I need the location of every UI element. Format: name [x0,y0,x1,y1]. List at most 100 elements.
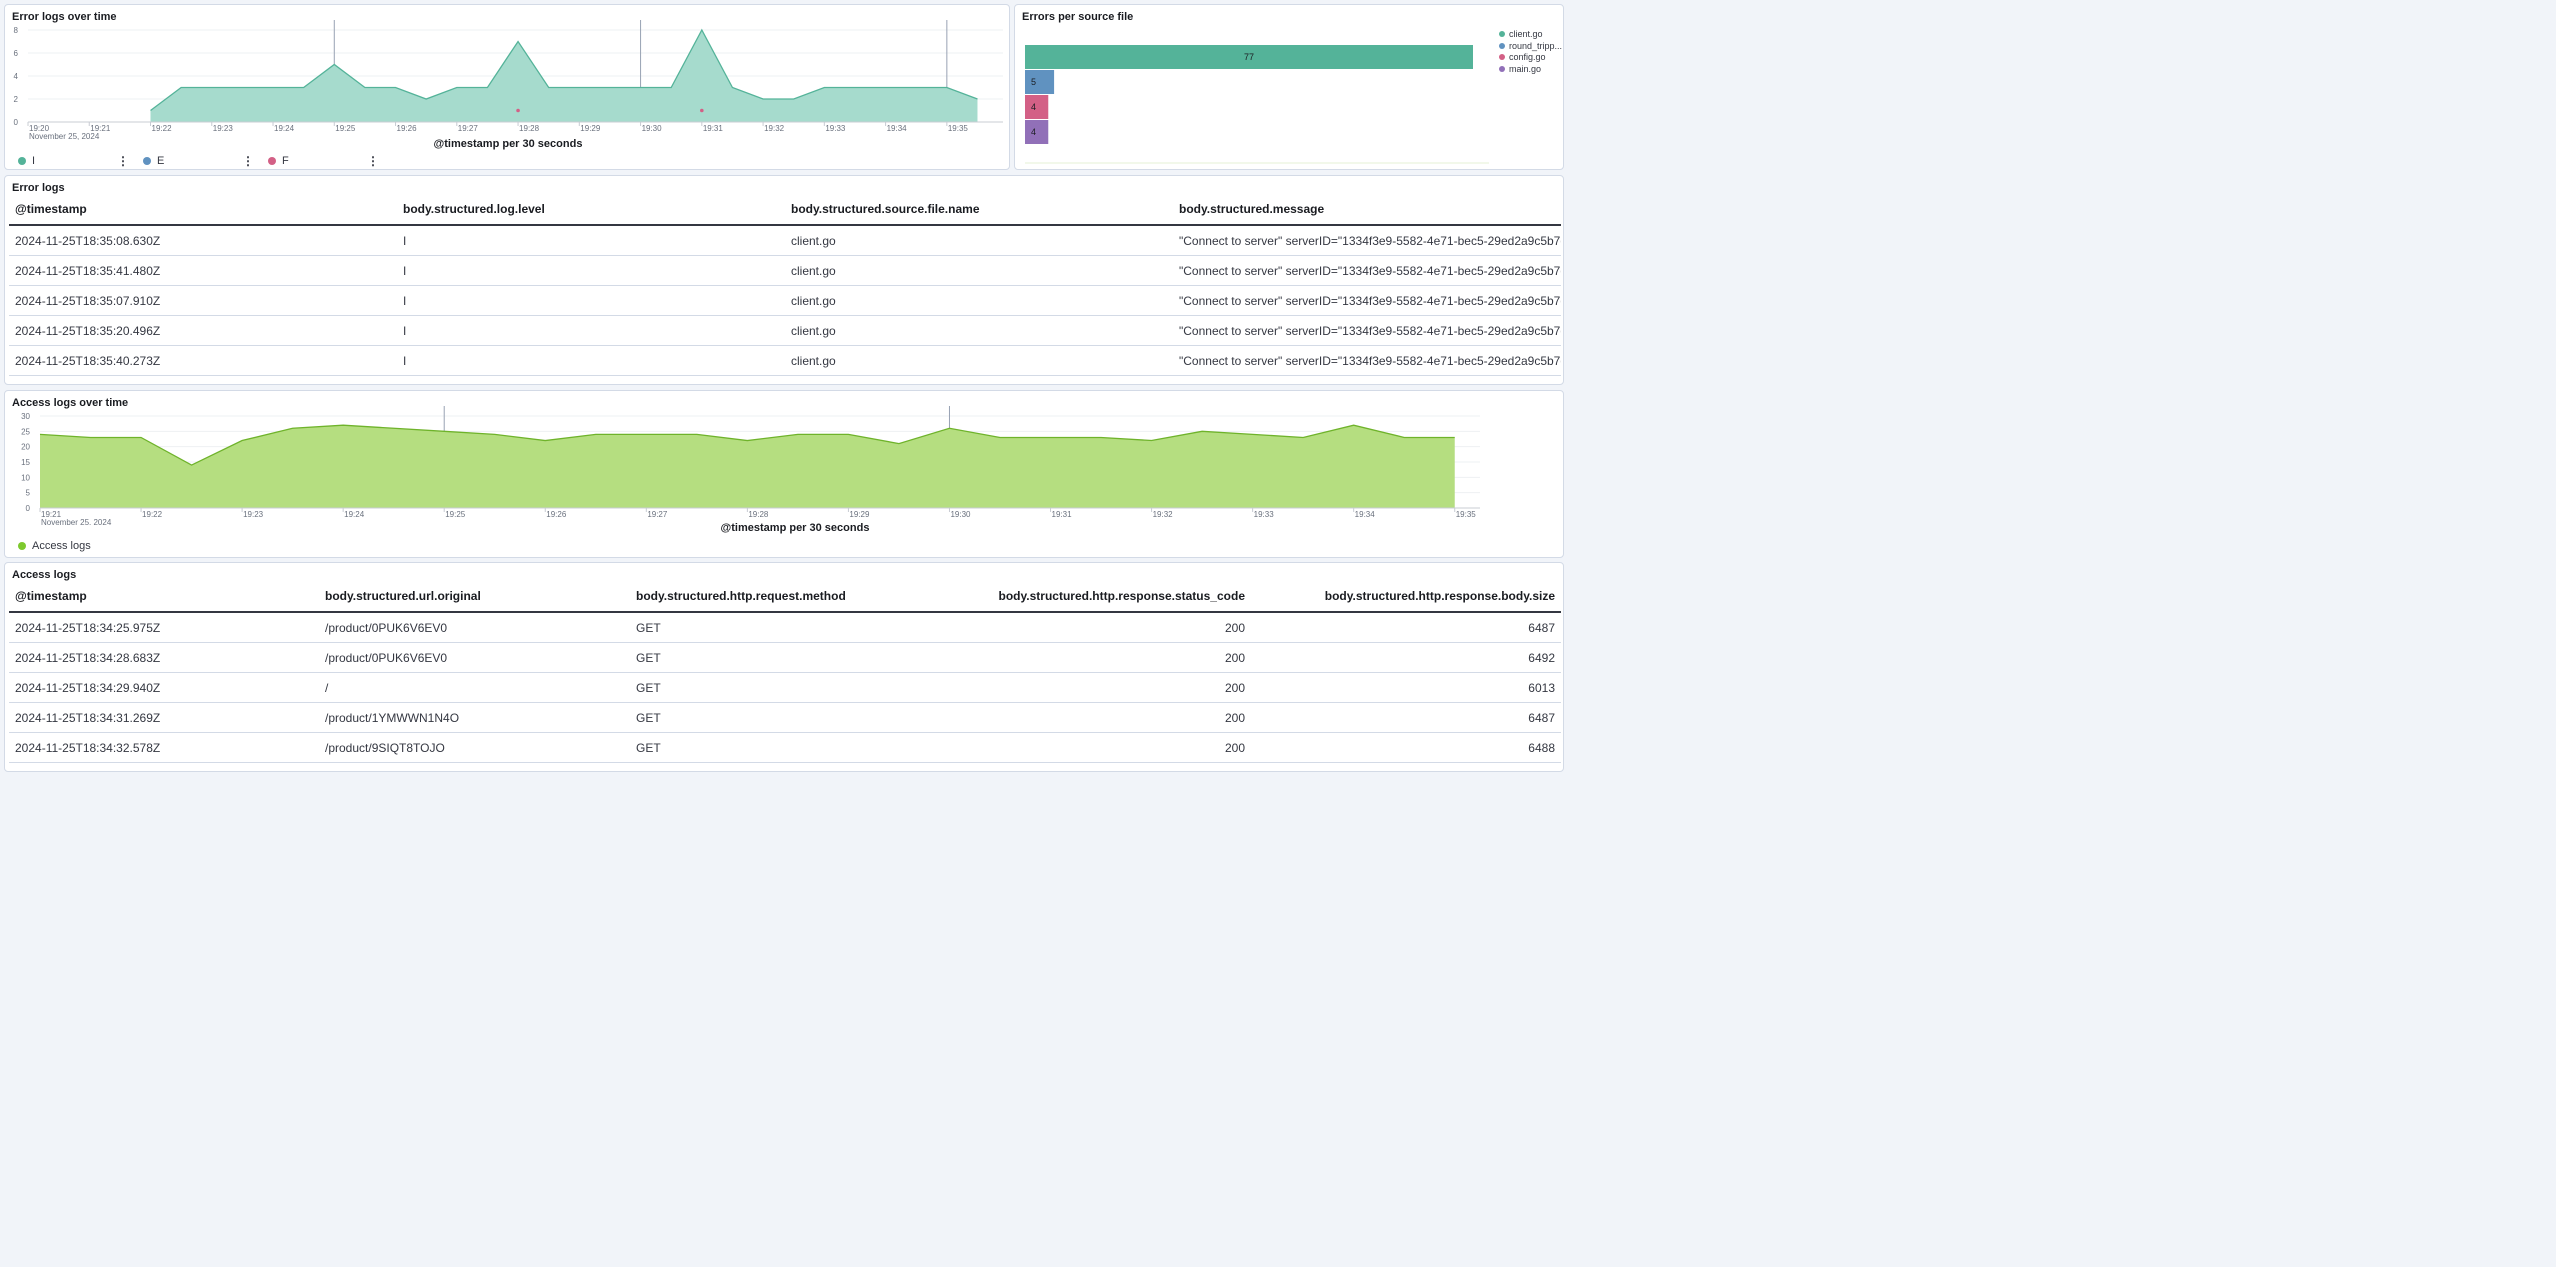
table-cell: /product/0PUK6V6EV0 [319,612,630,643]
table-cell: 2024-11-25T18:34:32.578Z [9,732,319,763]
table-cell: GET [630,732,940,763]
x-tick-label: 19:24 [344,510,365,519]
table-cell: "Connect to server" serverID="1334f3e9-5… [1173,285,1561,316]
table-row[interactable]: 2024-11-25T18:30:55.563ZIclient.go"Conne… [9,375,1561,384]
x-tick-label: 19:22 [142,510,163,519]
column-header[interactable]: @timestamp [9,581,319,613]
table-cell: 2024-11-25T18:34:31.269Z [9,702,319,733]
column-header[interactable]: @timestamp [9,194,397,226]
panel-title: Error logs [12,182,65,194]
legend-item-access-logs[interactable]: Access logs [18,540,91,552]
column-header[interactable]: body.structured.http.request.method [630,581,940,613]
table-cell: 2024-11-25T18:34:29.940Z [9,672,319,703]
legend-item-i[interactable]: I [18,155,35,167]
table-cell: 200 [940,642,1251,673]
column-header[interactable]: body.structured.url.original [319,581,630,613]
table-cell: I [397,375,785,384]
legend-label: main.go [1509,63,1542,74]
x-tick-label: 19:21 [41,510,62,519]
column-header[interactable]: body.structured.message [1173,194,1561,226]
legend-options-icon[interactable]: ⋮ [1563,29,1564,40]
x-tick-label: 19:33 [825,124,846,133]
x-date-label: November 25, 2024 [29,132,100,141]
legend-item[interactable]: main.go ⋮ [1499,63,1564,74]
table-cell: client.go [785,255,1173,286]
table-row[interactable]: 2024-11-25T18:34:32.578Z/product/9SIQT8T… [9,732,1561,763]
error-logs-chart[interactable]: 0 2 4 6 8 19:20 19:21 19:22 19:23 19:24 19:25 19:26… [5,5,1010,155]
x-tick-label: 19:20 [29,124,50,133]
legend-label: client.go [1509,29,1543,39]
x-tick-label: 19:31 [1052,510,1073,519]
column-header[interactable]: body.structured.http.response.body.size [1251,581,1561,613]
legend-item-e[interactable]: E [143,155,164,167]
errors-per-file-chart[interactable]: 77 5 4 4 [1015,5,1564,170]
series-line-access-logs [39,424,1455,466]
table-cell: GET [630,672,940,703]
legend-label: round_tripp... [1509,40,1563,51]
table-row[interactable]: 2024-11-25T18:34:33.993Z/cartGET2005846 [9,762,1561,771]
legend-item[interactable]: round_tripp...⋮ [1499,40,1564,51]
y-tick-label: 4 [14,72,19,81]
legend-item-f[interactable]: F [268,155,289,167]
table-cell: GET [630,702,940,733]
access-logs-over-time-panel: Access logs over time 0 5 10 15 20 25 30 19:21 1… [4,390,1564,558]
x-axis-title: @timestamp per 30 seconds [720,522,870,534]
table-cell: 5846 [1251,762,1561,771]
table-row[interactable]: 2024-11-25T18:34:29.940Z / GET 200 6013 [9,672,1561,703]
x-tick-label: 19:35 [1456,510,1477,519]
legend-item[interactable]: config.go ⋮ [1499,52,1564,63]
x-tick-label: 19:25 [445,510,466,519]
table-cell: 200 [940,762,1251,771]
table-row[interactable]: 2024-11-25T18:34:28.683Z/product/0PUK6V6… [9,642,1561,673]
access-logs-chart[interactable]: 0 5 10 15 20 25 30 19:21 19:22 19:23 19:24 19:25 19:… [5,391,1564,525]
legend-options-icon[interactable]: ⋮ [1563,40,1564,51]
table-cell: 2024-11-25T18:34:33.993Z [9,762,319,771]
table-cell: / [319,672,630,703]
x-tick-label: 19:21 [90,124,111,133]
x-tick-label: 19:30 [642,124,663,133]
legend-label: E [157,155,165,167]
legend-options-icon[interactable]: ⋮ [117,154,129,168]
x-tick-label: 19:27 [647,510,668,519]
table-cell: client.go [785,375,1173,384]
legend-dot [18,157,26,165]
legend-item[interactable]: client.go ⋮ [1499,29,1564,40]
table-cell: 200 [940,612,1251,643]
x-tick-label: 19:25 [335,124,356,133]
table-cell: 2024-11-25T18:34:25.975Z [9,612,319,643]
legend-dot [1499,65,1505,72]
table-row[interactable]: 2024-11-25T18:34:25.975Z/product/0PUK6V6… [9,612,1561,643]
error-logs-table: @timestamp body.structured.log.level body.… [9,194,1561,384]
bar-value-label: 5 [1031,77,1036,87]
y-tick-label: 20 [21,443,30,452]
data-point-f [516,108,520,113]
x-tick-label: 19:31 [703,124,724,133]
x-tick-label: 19:29 [580,124,601,133]
legend-options-icon[interactable]: ⋮ [1563,63,1564,74]
table-cell: 200 [940,702,1251,733]
x-tick-label: 19:26 [397,124,418,133]
legend-options-icon[interactable]: ⋮ [367,154,379,168]
table-cell: "Connect to server" serverID="1334f3e9-5… [1173,375,1561,384]
panel-title: Access logs [12,569,77,581]
bar-main-go [1025,120,1049,144]
column-header[interactable]: body.structured.log.level [397,194,785,226]
table-cell: 6492 [1251,642,1561,673]
table-cell: 2024-11-25T18:35:20.496Z [9,315,397,346]
x-tick-label: 19:22 [152,124,173,133]
legend-options-icon[interactable]: ⋮ [242,154,254,168]
table-cell: "Connect to server" serverID="1334f3e9-5… [1173,255,1561,286]
column-header[interactable]: body.structured.http.response.status_cod… [940,581,1251,613]
x-tick-label: 19:29 [849,510,870,519]
column-header[interactable]: body.structured.source.file.name [785,194,1173,226]
panel-title: Error logs over time [12,11,117,23]
table-cell: GET [630,762,940,771]
legend-label: Access logs [32,540,91,552]
legend-options-icon[interactable]: ⋮ [1563,52,1564,63]
table-row[interactable]: 2024-11-25T18:34:31.269Z/product/1YMWWN1… [9,702,1561,733]
